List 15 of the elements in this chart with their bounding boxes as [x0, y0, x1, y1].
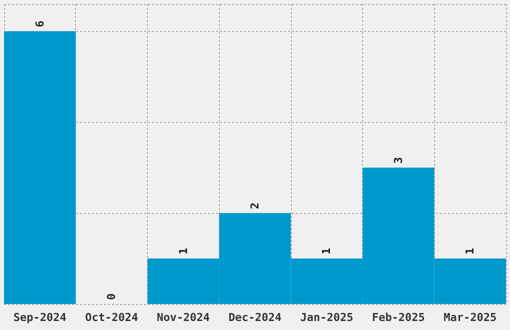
x-tick-label: Oct-2024 [85, 311, 138, 324]
data-label: 1 [320, 248, 334, 255]
x-tick-label: Nov-2024 [156, 311, 210, 324]
x-tick-label: Dec-2024 [228, 311, 282, 324]
x-tick-label: Feb-2025 [372, 311, 425, 324]
bar [4, 31, 76, 304]
x-tick-label: Sep-2024 [13, 311, 67, 324]
x-tick-label: Jan-2025 [300, 311, 354, 324]
data-label: 3 [392, 157, 405, 164]
data-label: 1 [176, 248, 190, 255]
x-tick-label: Mar-2025 [444, 311, 497, 324]
data-label: 1 [464, 248, 477, 255]
data-label: 2 [248, 202, 262, 210]
data-label: 6 [33, 20, 46, 28]
data-label: 0 [105, 293, 118, 300]
